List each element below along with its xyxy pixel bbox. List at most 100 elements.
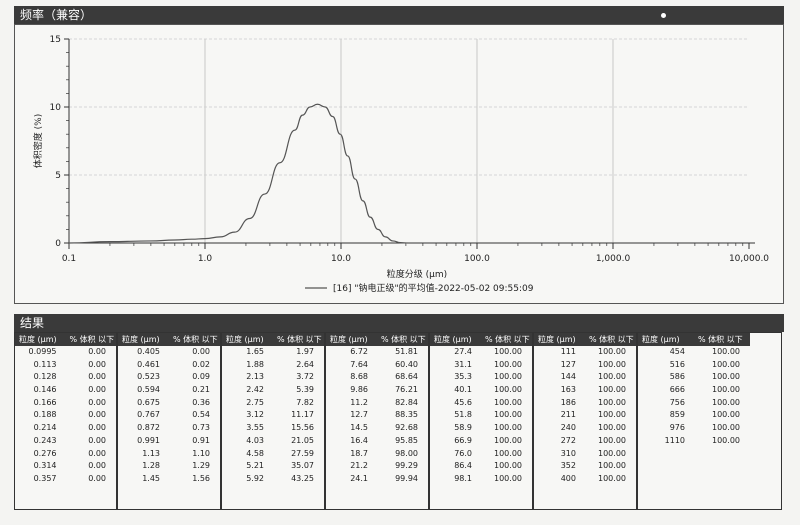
percent-cell: 100.00: [494, 347, 522, 356]
size-cell: 0.314: [33, 461, 57, 471]
frequency-chart: 0.1 1.0 10.0 100.0 1,000.0 10,000.0 0 5 10 15 粒度分级…: [32, 35, 769, 294]
size-cell: 35.3: [454, 372, 472, 382]
column-header: 粒度 (μm) % 体积 以下: [326, 333, 428, 346]
size-cell: 0.405: [137, 347, 160, 356]
percent-cell: 35.07: [291, 461, 314, 471]
result-column-group: 粒度 (μm) % 体积 以下 111 100.00 127 100.00 144 100.0…: [534, 333, 638, 509]
results-panel-title: 结果: [20, 316, 45, 330]
table-row: 8.68 68.64: [326, 371, 428, 384]
size-cell: 454: [669, 347, 685, 356]
column-header-percent: % 体积 以下: [173, 335, 218, 344]
table-row: 45.6 100.00: [430, 397, 532, 410]
size-cell: 0.872: [137, 423, 160, 433]
table-row: 454 100.00: [638, 346, 750, 359]
table-row: 0.166 0.00: [15, 397, 116, 410]
table-row: 0.188 0.00: [15, 409, 116, 422]
table-row: 76.0 100.00: [430, 448, 532, 461]
percent-cell: 1.56: [192, 473, 210, 483]
size-cell: 4.58: [246, 448, 264, 458]
percent-cell: 100.00: [712, 397, 740, 407]
table-row: 0.0995 0.00: [15, 346, 116, 359]
size-cell: 0.461: [137, 359, 160, 369]
percent-cell: 60.40: [395, 359, 418, 369]
size-cell: 58.9: [454, 423, 472, 433]
table-row: 14.5 92.68: [326, 422, 428, 435]
size-cell: 8.68: [350, 372, 368, 382]
size-cell: 0.146: [33, 385, 57, 395]
size-cell: 18.7: [350, 448, 368, 458]
size-cell: 2.13: [246, 372, 264, 382]
series-line: [68, 103, 409, 244]
percent-cell: 100.00: [494, 385, 522, 395]
percent-cell: 82.84: [395, 397, 418, 407]
percent-cell: 0.00: [88, 423, 106, 433]
size-cell: 352: [560, 461, 576, 471]
column-header-size: 粒度 (μm): [330, 335, 368, 344]
percent-cell: 3.72: [296, 372, 314, 382]
percent-cell: 100.00: [712, 435, 740, 445]
percent-cell: 0.00: [88, 461, 106, 471]
percent-cell: 100.00: [712, 359, 740, 369]
percent-cell: 100.00: [598, 397, 626, 407]
table-row: 0.357 0.00: [15, 473, 116, 486]
table-row: 0.523 0.09: [118, 371, 220, 384]
column-header: 粒度 (μm) % 体积 以下: [430, 333, 532, 346]
y-tick-label: 0: [55, 239, 61, 249]
percent-cell: 51.81: [395, 347, 418, 356]
table-row: 35.3 100.00: [430, 371, 532, 384]
size-cell: 127: [560, 359, 576, 369]
table-row: 58.9 100.00: [430, 422, 532, 435]
percent-cell: 100.00: [598, 372, 626, 382]
size-cell: 400: [560, 473, 576, 483]
size-cell: 6.72: [350, 347, 368, 356]
table-row: 666 100.00: [638, 384, 750, 397]
size-cell: 859: [669, 410, 685, 420]
table-row: 7.64 60.40: [326, 359, 428, 372]
size-cell: 976: [669, 423, 685, 433]
table-row: 0.991 0.91: [118, 435, 220, 448]
percent-cell: 43.25: [291, 473, 314, 483]
percent-cell: 0.00: [88, 397, 106, 407]
percent-cell: 0.00: [192, 347, 210, 356]
table-row: 163 100.00: [534, 384, 636, 397]
column-header-size: 粒度 (μm): [434, 335, 472, 344]
size-cell: 163: [560, 385, 576, 395]
frequency-panel-header: 频率（兼容）: [14, 6, 784, 24]
table-row: 1.88 2.64: [222, 359, 324, 372]
legend-label: [16] "钠电正级"的平均值-2022-05-02 09:55:09: [333, 282, 534, 294]
size-cell: 0.113: [33, 359, 57, 369]
size-cell: 144: [560, 372, 576, 382]
column-header: 粒度 (μm) % 体积 以下: [222, 333, 324, 346]
column-header-size: 粒度 (μm): [226, 335, 264, 344]
table-row: 1.45 1.56: [118, 473, 220, 486]
table-row: 5.92 43.25: [222, 473, 324, 486]
table-row: 0.214 0.00: [15, 422, 116, 435]
size-cell: 666: [669, 385, 685, 395]
table-row: 4.58 27.59: [222, 448, 324, 461]
table-row: 0.113 0.00: [15, 359, 116, 372]
column-header-size: 粒度 (μm): [122, 335, 160, 344]
percent-cell: 100.00: [598, 410, 626, 420]
percent-cell: 100.00: [712, 385, 740, 395]
column-header: 粒度 (μm) % 体积 以下: [15, 333, 116, 346]
percent-cell: 100.00: [712, 423, 740, 433]
percent-cell: 100.00: [494, 372, 522, 382]
x-tick-label: 0.1: [62, 254, 76, 264]
column-header: 粒度 (μm) % 体积 以下: [534, 333, 636, 346]
size-cell: 211: [560, 410, 576, 420]
table-row: 86.4 100.00: [430, 460, 532, 473]
table-row: 2.75 7.82: [222, 397, 324, 410]
size-cell: 0.214: [33, 423, 57, 433]
size-cell: 0.166: [33, 397, 57, 407]
size-cell: 1110: [664, 435, 685, 445]
size-cell: 86.4: [454, 461, 472, 471]
table-row: 0.675 0.36: [118, 397, 220, 410]
table-row: 3.55 15.56: [222, 422, 324, 435]
size-cell: 16.4: [350, 435, 368, 445]
table-row: 400 100.00: [534, 473, 636, 486]
table-row: 0.767 0.54: [118, 409, 220, 422]
percent-cell: 100.00: [494, 423, 522, 433]
percent-cell: 100.00: [598, 435, 626, 445]
results-table: 粒度 (μm)% 体积 以下 0.0995 0.00 0.113 0.00 0.128 0.…: [14, 332, 782, 510]
size-cell: 24.1: [350, 473, 368, 483]
